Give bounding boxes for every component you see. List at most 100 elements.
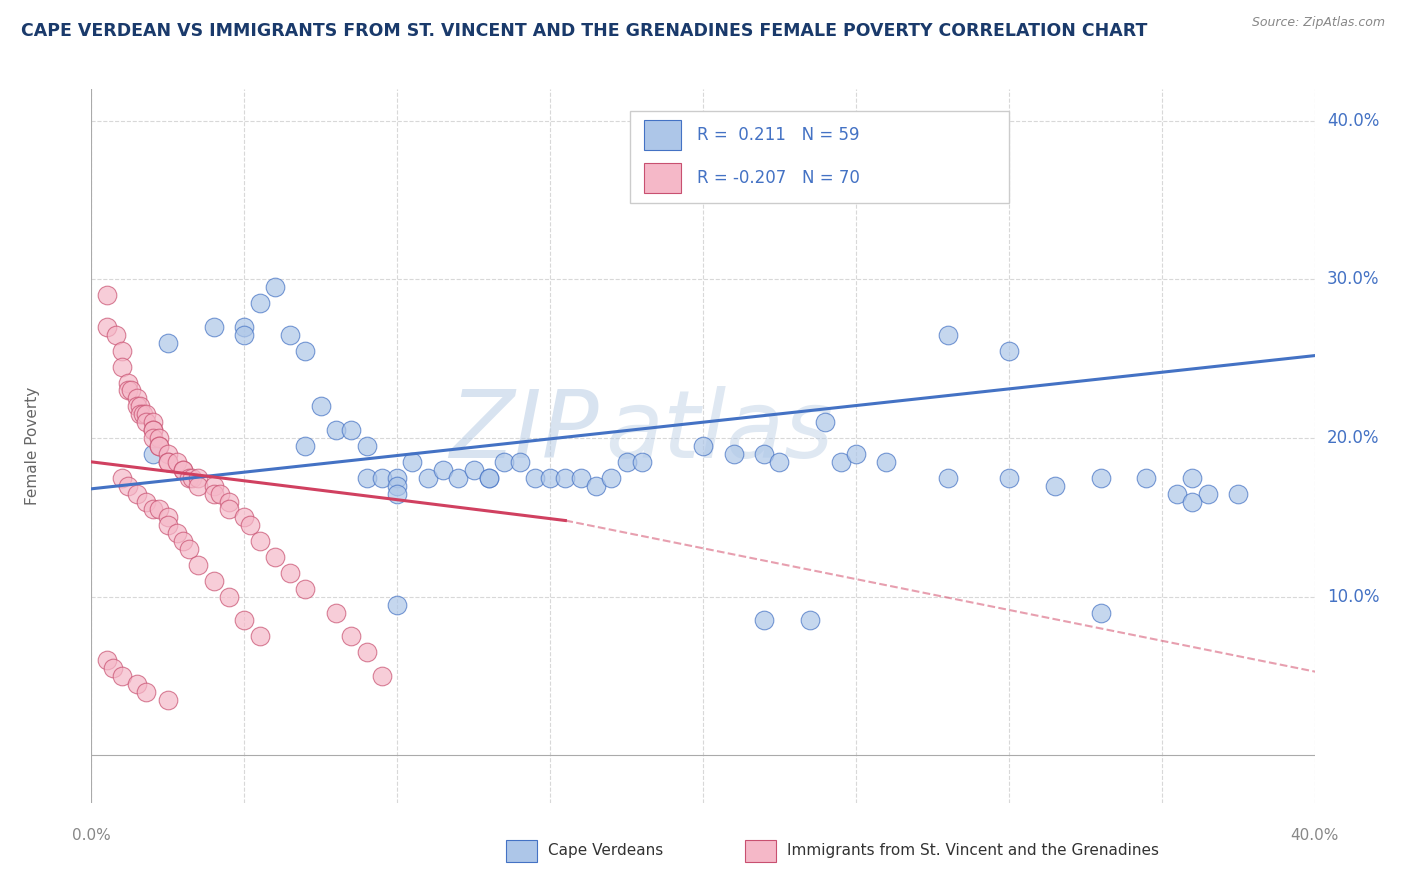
Text: R = -0.207   N = 70: R = -0.207 N = 70 — [697, 169, 859, 186]
Point — [233, 328, 256, 343]
Point — [692, 439, 714, 453]
Point — [135, 494, 157, 508]
Point — [264, 549, 287, 564]
Point — [294, 343, 316, 358]
Point — [148, 439, 170, 453]
Point — [799, 614, 821, 628]
Text: 20.0%: 20.0% — [1327, 429, 1379, 447]
Point — [278, 328, 301, 343]
Point — [202, 574, 225, 588]
Point — [141, 423, 163, 437]
Point — [156, 335, 179, 350]
Point — [998, 471, 1021, 485]
Point — [96, 320, 118, 334]
Point — [523, 471, 546, 485]
Point — [509, 455, 531, 469]
Point — [129, 407, 152, 421]
Point — [127, 486, 149, 500]
Point — [278, 566, 301, 580]
Point — [218, 590, 240, 604]
Point — [356, 645, 378, 659]
Point — [117, 478, 139, 492]
Point — [117, 376, 139, 390]
Point — [111, 359, 134, 374]
Point — [1181, 471, 1204, 485]
Point — [478, 471, 501, 485]
Point — [96, 288, 118, 302]
Point — [111, 669, 134, 683]
Point — [127, 392, 149, 406]
Point — [239, 518, 262, 533]
Point — [538, 471, 561, 485]
Text: 40.0%: 40.0% — [1327, 112, 1379, 130]
Point — [141, 447, 163, 461]
Point — [494, 455, 516, 469]
Text: R =  0.211   N = 59: R = 0.211 N = 59 — [697, 126, 859, 144]
Point — [249, 629, 271, 643]
Text: 10.0%: 10.0% — [1327, 588, 1379, 606]
Text: ZIP: ZIP — [450, 386, 599, 477]
Point — [936, 471, 959, 485]
Point — [187, 471, 209, 485]
Point — [156, 455, 179, 469]
Point — [768, 455, 790, 469]
Point — [1043, 478, 1066, 492]
Point — [325, 606, 347, 620]
Point — [101, 661, 124, 675]
Point — [1135, 471, 1157, 485]
Point — [875, 455, 898, 469]
Point — [202, 486, 225, 500]
Point — [754, 447, 776, 461]
Point — [249, 296, 271, 310]
Point — [371, 669, 394, 683]
FancyBboxPatch shape — [644, 162, 681, 193]
Point — [129, 400, 152, 414]
Point — [569, 471, 592, 485]
Point — [814, 415, 837, 429]
Text: CAPE VERDEAN VS IMMIGRANTS FROM ST. VINCENT AND THE GRENADINES FEMALE POVERTY CO: CAPE VERDEAN VS IMMIGRANTS FROM ST. VINC… — [21, 22, 1147, 40]
Point — [218, 502, 240, 516]
Point — [127, 400, 149, 414]
Point — [135, 407, 157, 421]
Point — [264, 280, 287, 294]
Point — [156, 510, 179, 524]
Point — [132, 407, 155, 421]
Point — [936, 328, 959, 343]
Point — [135, 685, 157, 699]
Point — [179, 471, 201, 485]
Point — [104, 328, 127, 343]
Point — [325, 423, 347, 437]
Point — [127, 677, 149, 691]
Point — [135, 415, 157, 429]
Point — [1166, 486, 1188, 500]
Point — [371, 471, 394, 485]
Point — [432, 463, 454, 477]
FancyBboxPatch shape — [630, 111, 1010, 203]
Point — [218, 494, 240, 508]
Point — [385, 478, 409, 492]
Point — [385, 598, 409, 612]
Point — [156, 692, 179, 706]
Point — [187, 558, 209, 572]
Point — [179, 542, 201, 557]
Point — [294, 582, 316, 596]
Point — [202, 478, 225, 492]
Point — [585, 478, 607, 492]
Text: atlas: atlas — [605, 386, 834, 477]
Point — [401, 455, 423, 469]
Point — [463, 463, 485, 477]
Point — [233, 510, 256, 524]
Point — [478, 471, 501, 485]
Point — [447, 471, 470, 485]
Text: 40.0%: 40.0% — [1291, 829, 1339, 843]
Point — [845, 447, 868, 461]
Point — [117, 384, 139, 398]
Point — [340, 423, 363, 437]
Text: Cape Verdeans: Cape Verdeans — [548, 844, 664, 858]
Point — [385, 471, 409, 485]
Point — [181, 471, 204, 485]
Point — [1227, 486, 1250, 500]
Point — [631, 455, 654, 469]
Point — [416, 471, 439, 485]
Text: Source: ZipAtlas.com: Source: ZipAtlas.com — [1251, 16, 1385, 29]
